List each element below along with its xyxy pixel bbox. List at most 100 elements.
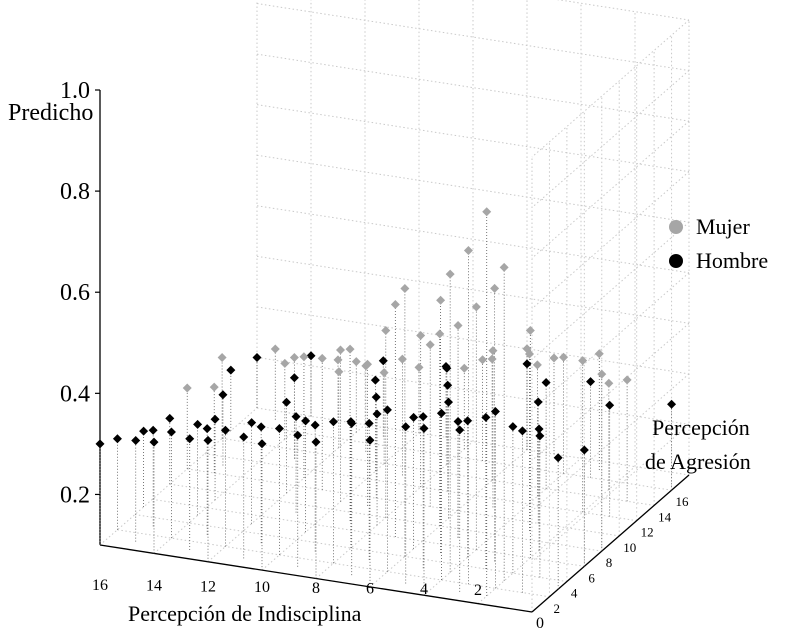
y-tick-label: 4 — [571, 586, 578, 601]
x-tick-label: 2 — [474, 582, 482, 599]
data-point-hombre — [203, 435, 213, 445]
data-point-mujer — [578, 356, 588, 366]
data-point-hombre — [139, 426, 149, 436]
data-point-hombre — [436, 408, 446, 418]
data-point-hombre — [149, 437, 159, 447]
data-point-hombre — [453, 417, 463, 427]
x-tick-label: 4 — [420, 581, 428, 598]
grid-line — [153, 415, 312, 554]
grid-line — [531, 70, 690, 208]
x-tick-label: 6 — [366, 581, 374, 598]
data-point-hombre — [371, 392, 381, 402]
data-point-mujer — [471, 302, 481, 312]
data-point-hombre — [310, 420, 320, 430]
data-point-mujer — [400, 283, 410, 293]
data-point-mujer — [381, 326, 391, 336]
data-point-hombre — [202, 424, 212, 434]
data-point-mujer — [499, 262, 509, 272]
grid-line — [99, 407, 258, 546]
data-point-mujer — [270, 344, 280, 354]
data-point-hombre — [185, 434, 195, 444]
data-point-mujer — [379, 368, 389, 378]
grid-line — [315, 441, 474, 579]
data-point-hombre — [257, 439, 267, 449]
data-point-hombre — [372, 409, 382, 419]
grid-line — [256, 154, 690, 223]
data-point-hombre — [226, 365, 236, 375]
data-point-hombre — [247, 418, 257, 428]
legend-marker-mujer — [669, 220, 683, 234]
data-point-hombre — [148, 425, 158, 435]
data-point-hombre — [370, 375, 380, 385]
data-point-hombre — [535, 431, 545, 441]
data-point-hombre — [443, 380, 453, 390]
y-tick-label: 6 — [588, 570, 595, 585]
data-point-mujer — [463, 246, 473, 256]
grid-line — [531, 373, 690, 512]
data-point-mujer — [209, 382, 219, 392]
data-point-hombre — [541, 378, 551, 388]
legend-marker-hombre — [669, 254, 683, 268]
data-point-mujer — [289, 353, 299, 363]
data-point-mujer — [436, 295, 446, 305]
data-point-mujer — [525, 349, 534, 359]
data-point-hombre — [301, 416, 311, 426]
data-point-hombre — [193, 419, 203, 429]
data-point-mujer — [336, 345, 345, 355]
data-point-hombre — [490, 406, 500, 416]
y-tick-label: 2 — [553, 601, 560, 616]
data-point-hombre — [382, 405, 392, 415]
data-point-hombre — [131, 435, 141, 445]
data-point-mujer — [217, 353, 227, 363]
legend-label-hombre: Hombre — [696, 248, 768, 273]
data-point-mujer — [280, 358, 290, 368]
data-point-mujer — [414, 362, 424, 372]
grid-line — [556, 0, 690, 21]
data-point-hombre — [289, 373, 299, 383]
data-point-hombre — [347, 418, 357, 428]
data-point-mujer — [597, 369, 607, 379]
grid-line — [152, 498, 585, 567]
z-tick-label: 1.0 — [60, 78, 90, 104]
y-tick-label: 14 — [658, 509, 672, 524]
grid-line — [222, 437, 655, 506]
grid-line — [256, 255, 690, 324]
data-point-hombre — [218, 390, 228, 400]
data-point-mujer — [445, 269, 455, 279]
data-point-mujer — [299, 352, 309, 362]
grid-line — [477, 466, 636, 605]
data-point-hombre — [508, 422, 518, 432]
z-tick-label: 0.2 — [60, 482, 90, 508]
data-point-mujer — [622, 375, 632, 385]
data-point-hombre — [455, 425, 465, 435]
y-tick-label: 12 — [641, 525, 654, 540]
y-tick-label: 10 — [623, 540, 636, 555]
data-point-hombre — [210, 414, 220, 424]
data-point-mujer — [390, 299, 400, 309]
data-point-mujer — [435, 329, 445, 339]
data-point-mujer — [488, 346, 498, 356]
data-point-hombre — [311, 437, 321, 447]
data-point-mujer — [487, 354, 497, 364]
data-point-hombre — [579, 445, 589, 455]
data-point-hombre — [419, 423, 429, 433]
data-point-hombre — [274, 424, 284, 434]
data-point-mujer — [351, 357, 361, 367]
data-point-hombre — [293, 430, 303, 440]
grid-line — [256, 306, 690, 375]
data-point-mujer — [416, 331, 426, 340]
grid-line — [531, 424, 690, 562]
grid-line — [531, 322, 690, 461]
legend: Mujer Hombre — [669, 214, 768, 273]
y-axis-title-line2: de Agresión — [645, 449, 751, 474]
x-tick-label: 10 — [254, 579, 270, 596]
data-point-mujer — [453, 320, 463, 330]
data-point-hombre — [378, 356, 388, 366]
data-point-hombre — [364, 418, 374, 428]
data-point-hombre — [442, 363, 452, 373]
y-tick-label: 8 — [606, 555, 613, 570]
y-tick-label: 16 — [676, 494, 690, 509]
data-point-hombre — [409, 412, 419, 422]
drop-lines — [99, 211, 672, 597]
